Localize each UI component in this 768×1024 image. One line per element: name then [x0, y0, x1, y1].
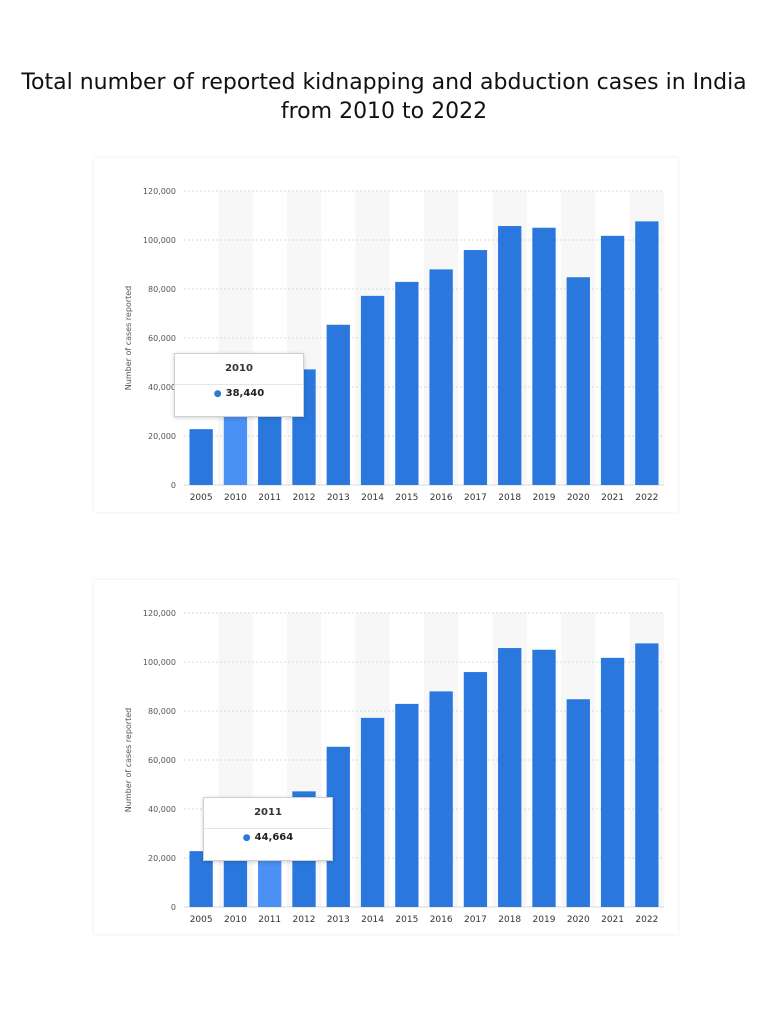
- chart-panel-2: 0 20,000 40,000 60,000 80,000 100,000 120,000 N…: [94, 580, 678, 934]
- bar-2021[interactable]: [600, 657, 625, 907]
- x-tick-label: 2018: [498, 493, 521, 503]
- y-tick-label: 80,000: [148, 707, 176, 716]
- bar-2005[interactable]: [189, 851, 213, 907]
- bar-2016[interactable]: [429, 691, 453, 907]
- y-tick-label: 20,000: [148, 854, 176, 863]
- x-tick-label: 2019: [533, 915, 556, 925]
- x-tick-label: 2013: [327, 493, 350, 503]
- x-tick-label: 2014: [361, 915, 384, 925]
- x-tick-label: 2020: [567, 915, 590, 925]
- y-tick-label: 80,000: [148, 285, 176, 294]
- bar-2019[interactable]: [532, 649, 556, 907]
- bar-2018[interactable]: [498, 648, 522, 907]
- tooltip-value-row: ● 44,664: [204, 832, 332, 843]
- x-tick-label: 2012: [293, 493, 316, 503]
- x-tick-label: 2010: [224, 493, 247, 503]
- bar-chart-2: 0 20,000 40,000 60,000 80,000 100,000 120,000 N…: [124, 609, 664, 925]
- tooltip-value: 44,664: [254, 832, 294, 843]
- tooltip-year: 2011: [204, 798, 332, 829]
- bar-2020[interactable]: [566, 277, 590, 485]
- x-tick-label: 2018: [498, 915, 521, 925]
- x-tick-label: 2015: [395, 493, 418, 503]
- x-tick-label: 2012: [293, 915, 316, 925]
- x-tick-label: 2016: [430, 915, 453, 925]
- bar-2022[interactable]: [635, 643, 659, 907]
- bar-chart-1: 0 20,000 40,000 60,000 80,000 100,000 120,000 N…: [124, 187, 664, 503]
- x-tick-label: 2020: [567, 493, 590, 503]
- y-tick-label: 20,000: [148, 432, 176, 441]
- bar-2013[interactable]: [326, 324, 350, 485]
- y-tick-label: 100,000: [143, 658, 176, 667]
- tooltip-1: 2010 ● 38,440: [174, 353, 304, 417]
- series-dot-icon: ●: [213, 389, 222, 399]
- x-tick-label: 2014: [361, 493, 384, 503]
- tooltip-value-row: ● 38,440: [175, 388, 303, 399]
- page-title: Total number of reported kidnapping and …: [21, 70, 747, 124]
- bar-2013[interactable]: [326, 746, 350, 907]
- bar-2022[interactable]: [635, 221, 659, 485]
- bar-2017[interactable]: [463, 250, 488, 485]
- bar-2015[interactable]: [395, 703, 419, 907]
- bar-2020[interactable]: [566, 699, 590, 907]
- bar-2014[interactable]: [360, 295, 385, 485]
- y-tick-label: 60,000: [148, 756, 176, 765]
- y-axis-label: Number of cases reported: [124, 708, 133, 812]
- x-tick-label: 2021: [601, 915, 624, 925]
- chart-panel-1: 0 20,000 40,000 60,000 80,000 100,000 120,000 N…: [94, 158, 678, 512]
- y-tick-label: 60,000: [148, 334, 176, 343]
- bar-2015[interactable]: [395, 281, 419, 485]
- bar-2017[interactable]: [463, 672, 488, 907]
- bar-2021[interactable]: [600, 235, 625, 485]
- series-dot-icon: ●: [242, 833, 251, 843]
- y-tick-label: 100,000: [143, 236, 176, 245]
- x-tick-label: 2021: [601, 493, 624, 503]
- x-tick-label: 2010: [224, 915, 247, 925]
- x-tick-label: 2017: [464, 493, 487, 503]
- x-tick-label: 2016: [430, 493, 453, 503]
- y-tick-label: 40,000: [148, 805, 176, 814]
- tooltip-2: 2011 ● 44,664: [203, 797, 333, 861]
- bar-2005[interactable]: [189, 429, 213, 485]
- x-tick-label: 2022: [635, 915, 658, 925]
- tooltip-value: 38,440: [225, 388, 265, 399]
- y-tick-label: 120,000: [143, 187, 176, 196]
- x-tick-label: 2011: [258, 915, 281, 925]
- y-tick-label: 120,000: [143, 609, 176, 618]
- bar-2018[interactable]: [498, 226, 522, 485]
- y-tick-label: 40,000: [148, 383, 176, 392]
- bar-2014[interactable]: [360, 717, 385, 907]
- x-tick-label: 2022: [635, 493, 658, 503]
- x-tick-label: 2017: [464, 915, 487, 925]
- x-tick-label: 2015: [395, 915, 418, 925]
- x-tick-label: 2005: [190, 915, 213, 925]
- x-tick-label: 2011: [258, 493, 281, 503]
- y-axis-label: Number of cases reported: [124, 286, 133, 390]
- bar-2016[interactable]: [429, 269, 453, 485]
- x-tick-label: 2005: [190, 493, 213, 503]
- x-tick-label: 2019: [533, 493, 556, 503]
- tooltip-year: 2010: [175, 354, 303, 385]
- bar-2019[interactable]: [532, 227, 556, 485]
- y-tick-label: 0: [171, 903, 176, 912]
- y-tick-label: 0: [171, 481, 176, 490]
- x-tick-label: 2013: [327, 915, 350, 925]
